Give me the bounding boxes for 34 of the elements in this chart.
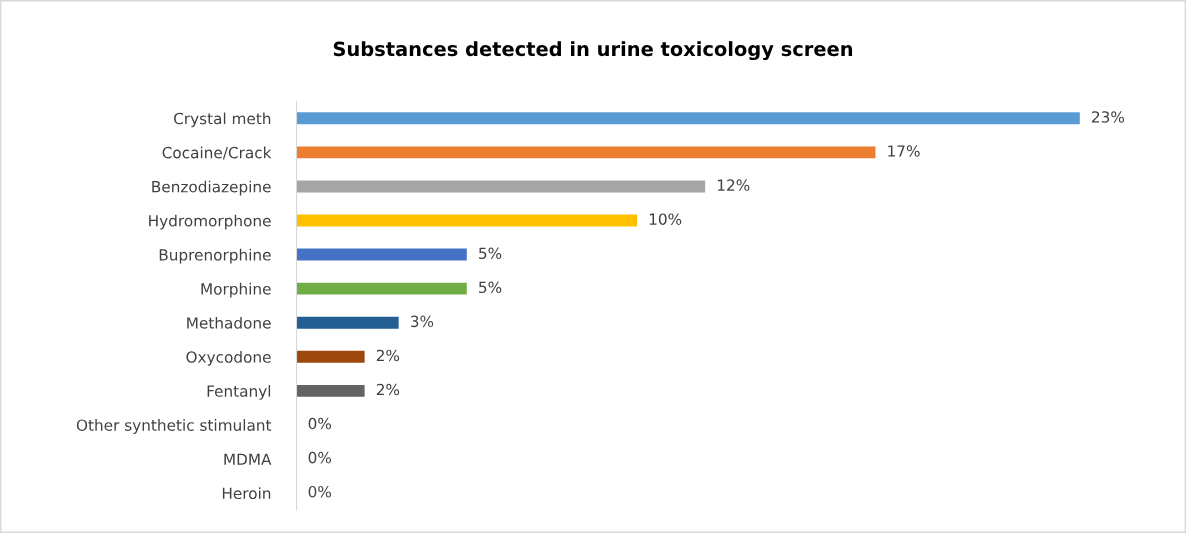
y-tick-label: Oxycodone [186,350,271,366]
chart-title: Substances detected in urine toxicology screen [333,41,853,61]
bar [296,180,706,193]
y-tick-label: Morphine [201,282,271,298]
y-tick-label: Other synthetic stimulant [76,419,272,434]
data-label: 0% [308,417,331,430]
y-tick-label: Hydromorphone [149,214,271,230]
data-label: 17% [888,145,920,157]
data-label: 0% [308,451,331,464]
data-label: 5% [479,247,502,260]
y-tick-label: Buprenorphine [159,248,271,264]
data-label: 3% [410,315,434,328]
bar [296,146,876,159]
bar [296,112,1080,125]
y-tick-label: Crystal meth [174,112,271,128]
data-label: 2% [376,349,400,362]
data-label: 2% [376,383,400,396]
data-label: 5% [479,281,502,294]
data-label: 10% [649,213,682,225]
y-tick-label: Fentanyl [207,385,271,400]
y-tick-label: MDMA [224,453,272,465]
data-label: 23% [1092,111,1125,123]
bar [296,282,467,295]
y-tick-label: Methadone [187,316,271,329]
bar [296,384,365,397]
data-label: 0% [308,485,331,498]
bar [296,248,467,261]
y-tick-label: Heroin [222,487,271,500]
y-tick-label: Cocaine/Crack [162,146,272,160]
bar [296,214,638,227]
y-tick-label: Benzodiazepine [152,180,271,196]
bar [296,350,365,363]
bar [296,316,399,329]
data-label: 12% [717,179,750,191]
